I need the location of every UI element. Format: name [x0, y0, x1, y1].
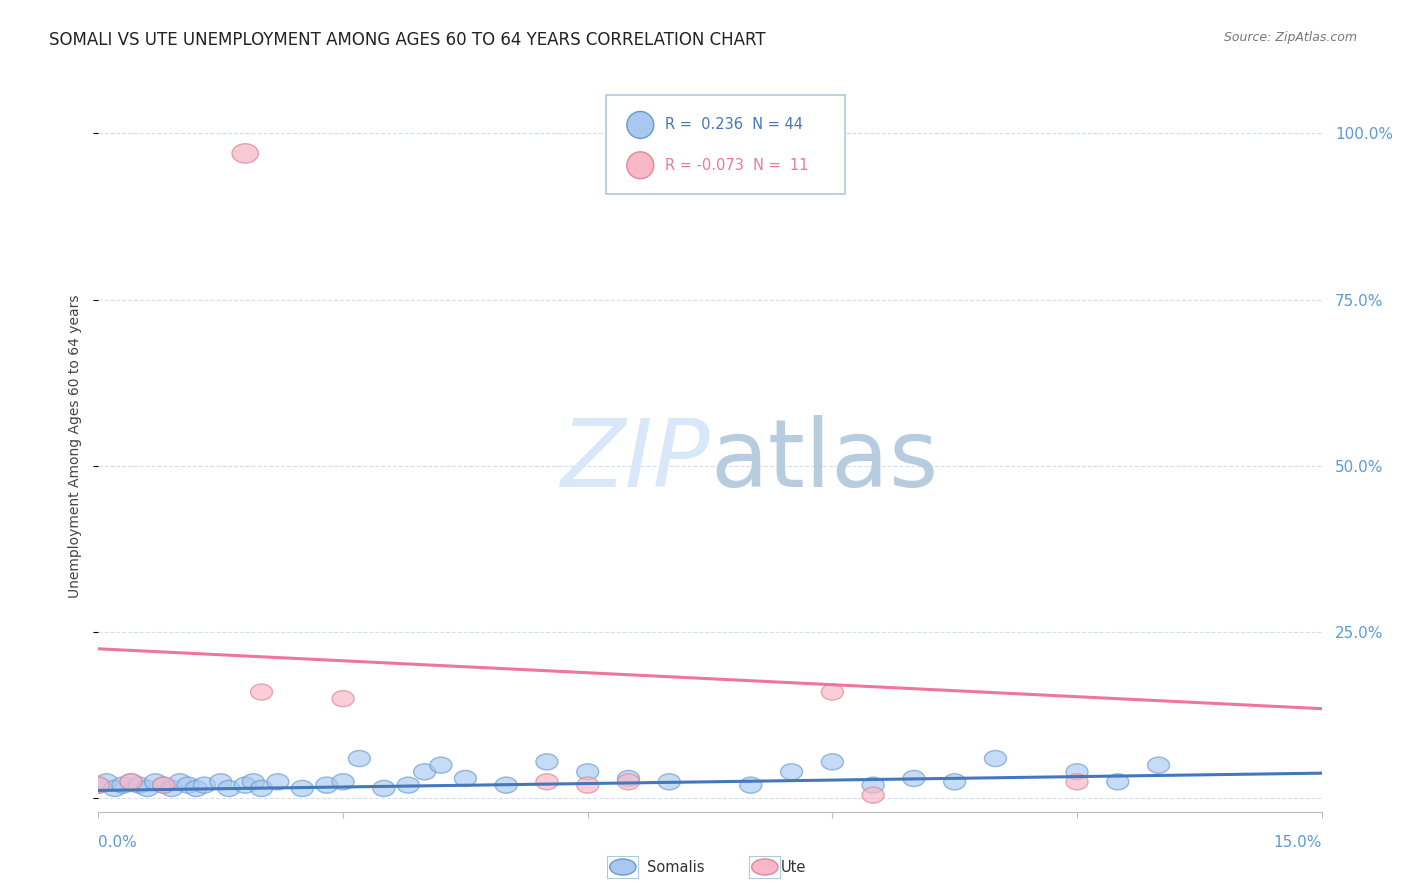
Text: 0.0%: 0.0%	[98, 836, 138, 850]
Text: SOMALI VS UTE UNEMPLOYMENT AMONG AGES 60 TO 64 YEARS CORRELATION CHART: SOMALI VS UTE UNEMPLOYMENT AMONG AGES 60…	[49, 31, 766, 49]
Ellipse shape	[1066, 764, 1088, 780]
Ellipse shape	[87, 777, 110, 793]
Ellipse shape	[413, 764, 436, 780]
Ellipse shape	[373, 780, 395, 797]
Ellipse shape	[218, 780, 240, 797]
Ellipse shape	[153, 777, 174, 793]
Ellipse shape	[250, 780, 273, 797]
Ellipse shape	[536, 754, 558, 770]
Ellipse shape	[332, 773, 354, 789]
Ellipse shape	[862, 787, 884, 803]
Ellipse shape	[617, 773, 640, 789]
Ellipse shape	[617, 771, 640, 787]
Ellipse shape	[349, 750, 370, 766]
Ellipse shape	[332, 690, 354, 706]
Ellipse shape	[398, 777, 419, 793]
Ellipse shape	[984, 750, 1007, 766]
Ellipse shape	[1147, 757, 1170, 773]
Ellipse shape	[576, 764, 599, 780]
Ellipse shape	[232, 144, 259, 163]
Ellipse shape	[454, 771, 477, 787]
Ellipse shape	[821, 684, 844, 700]
Ellipse shape	[177, 777, 200, 793]
Ellipse shape	[145, 773, 166, 789]
Ellipse shape	[780, 764, 803, 780]
Ellipse shape	[96, 773, 118, 789]
Text: R = -0.073  N =  11: R = -0.073 N = 11	[665, 158, 808, 173]
Text: Somalis: Somalis	[647, 860, 704, 874]
Ellipse shape	[120, 773, 142, 789]
Ellipse shape	[128, 777, 150, 793]
Ellipse shape	[536, 773, 558, 789]
Ellipse shape	[250, 684, 273, 700]
Text: 15.0%: 15.0%	[1274, 836, 1322, 850]
Ellipse shape	[862, 777, 884, 793]
Ellipse shape	[495, 777, 517, 793]
Ellipse shape	[610, 859, 636, 875]
Ellipse shape	[194, 777, 215, 793]
Ellipse shape	[658, 773, 681, 789]
Ellipse shape	[160, 780, 183, 797]
Ellipse shape	[153, 777, 174, 793]
Ellipse shape	[316, 777, 337, 793]
Ellipse shape	[943, 773, 966, 789]
Ellipse shape	[627, 112, 654, 138]
Text: atlas: atlas	[710, 415, 938, 507]
Text: Ute: Ute	[780, 860, 806, 874]
Ellipse shape	[1107, 773, 1129, 789]
Text: R =  0.236  N = 44: R = 0.236 N = 44	[665, 118, 803, 132]
Text: Source: ZipAtlas.com: Source: ZipAtlas.com	[1223, 31, 1357, 45]
Ellipse shape	[627, 152, 654, 178]
Ellipse shape	[1066, 773, 1088, 789]
Y-axis label: Unemployment Among Ages 60 to 64 years: Unemployment Among Ages 60 to 64 years	[69, 294, 83, 598]
Ellipse shape	[104, 780, 125, 797]
Text: ZIP: ZIP	[561, 415, 710, 506]
Ellipse shape	[821, 754, 844, 770]
Ellipse shape	[291, 780, 314, 797]
Ellipse shape	[87, 777, 110, 793]
Ellipse shape	[186, 780, 207, 797]
Ellipse shape	[752, 859, 778, 875]
Ellipse shape	[120, 773, 142, 789]
Ellipse shape	[169, 773, 191, 789]
Ellipse shape	[430, 757, 451, 773]
Ellipse shape	[235, 777, 256, 793]
FancyBboxPatch shape	[606, 95, 845, 194]
Ellipse shape	[740, 777, 762, 793]
Ellipse shape	[576, 777, 599, 793]
Ellipse shape	[242, 773, 264, 789]
Ellipse shape	[209, 773, 232, 789]
Ellipse shape	[267, 773, 288, 789]
Ellipse shape	[903, 771, 925, 787]
Ellipse shape	[112, 777, 134, 793]
Ellipse shape	[136, 780, 159, 797]
